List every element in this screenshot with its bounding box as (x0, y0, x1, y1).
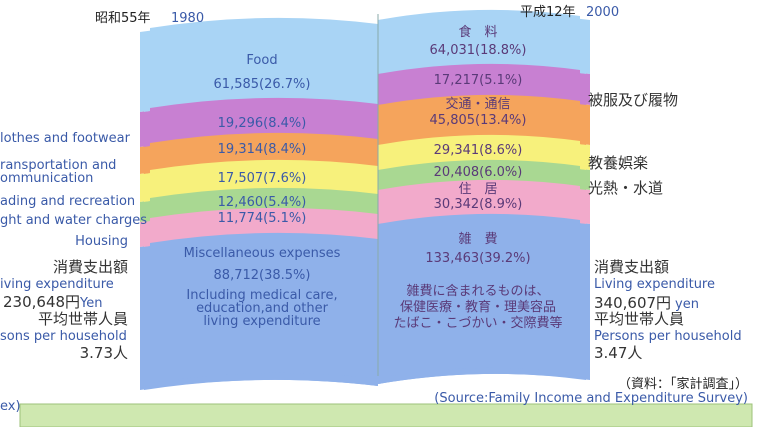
legend: ommunication (0, 171, 93, 186)
summary: 平均世帯人員 (594, 310, 684, 328)
band-label: 11,774(5.1%) (218, 211, 307, 226)
source: （資料：「家計調査」） (618, 376, 748, 392)
band-label: 保健医療・教育・理美容品 (400, 299, 556, 315)
legend: 教養娯楽 (588, 154, 648, 172)
summary: 消費支出額 (53, 258, 128, 276)
infographic: 昭和55年 1980 平成12年 2000 lothes and footwea… (0, 0, 765, 427)
source: (Source:Family Income and Expenditure Su… (434, 391, 748, 406)
band-label: 64,031(18.8%) (430, 43, 527, 58)
band-label: たばこ・こづかい・交際費等 (393, 315, 562, 331)
legend: 光熱・水道 (588, 179, 663, 197)
band-label: 61,585(26.7%) (214, 77, 311, 92)
band-label: 食 料 (458, 24, 497, 40)
summary: 3.73人 (80, 344, 128, 362)
band-label: 交通・通信 (445, 96, 510, 112)
year-ja: 昭和55年 (95, 11, 151, 26)
band-label: 雑費に含まれるものは、 (406, 283, 549, 299)
legend: 被服及び履物 (588, 91, 678, 109)
footer-bar (20, 404, 752, 427)
band-label: 88,712(38.5%) (214, 268, 311, 283)
note: ex) (0, 399, 21, 414)
summary: 平均世帯人員 (38, 310, 128, 328)
band-label: 45,805(13.4%) (430, 113, 527, 128)
legend: ght and water charges (0, 213, 147, 228)
summary: 消費支出額 (594, 258, 669, 276)
summary: sons per household (0, 329, 127, 344)
band-label: Miscellaneous expenses (184, 246, 341, 261)
legend: Housing (75, 234, 128, 249)
summary: 3.47人 (594, 344, 642, 362)
summary: iving expenditure (0, 277, 114, 292)
band-label: 20,408(6.0%) (434, 165, 523, 180)
book (140, 10, 590, 390)
year-en: 1980 (171, 11, 204, 26)
band-label: 133,463(39.2%) (425, 251, 530, 266)
band-label: 17,217(5.1%) (434, 73, 523, 88)
band-label: 12,460(5.4%) (218, 195, 307, 210)
summary: Persons per household (594, 329, 742, 344)
band-label: Food (246, 53, 277, 68)
band-label: 17,507(7.6%) (218, 171, 307, 186)
summary: Living expenditure (594, 277, 715, 292)
year-en: 2000 (586, 5, 619, 20)
band-label: 19,314(8.4%) (218, 142, 307, 157)
year-ja: 平成12年 (520, 5, 576, 20)
summary: 230,648円Yen (3, 293, 102, 311)
band-label: living expenditure (203, 314, 320, 329)
band-label: 雑 費 (458, 231, 497, 247)
band-label: 30,342(8.9%) (434, 197, 523, 212)
legend: lothes and footwear (0, 131, 131, 146)
band-label: 住 居 (458, 182, 497, 197)
band-label: 19,296(8.4%) (218, 116, 307, 131)
legend: ading and recreation (0, 194, 135, 209)
band-label: 29,341(8.6%) (434, 143, 523, 158)
left-legend: lothes and footwear ransportation and om… (0, 131, 147, 249)
